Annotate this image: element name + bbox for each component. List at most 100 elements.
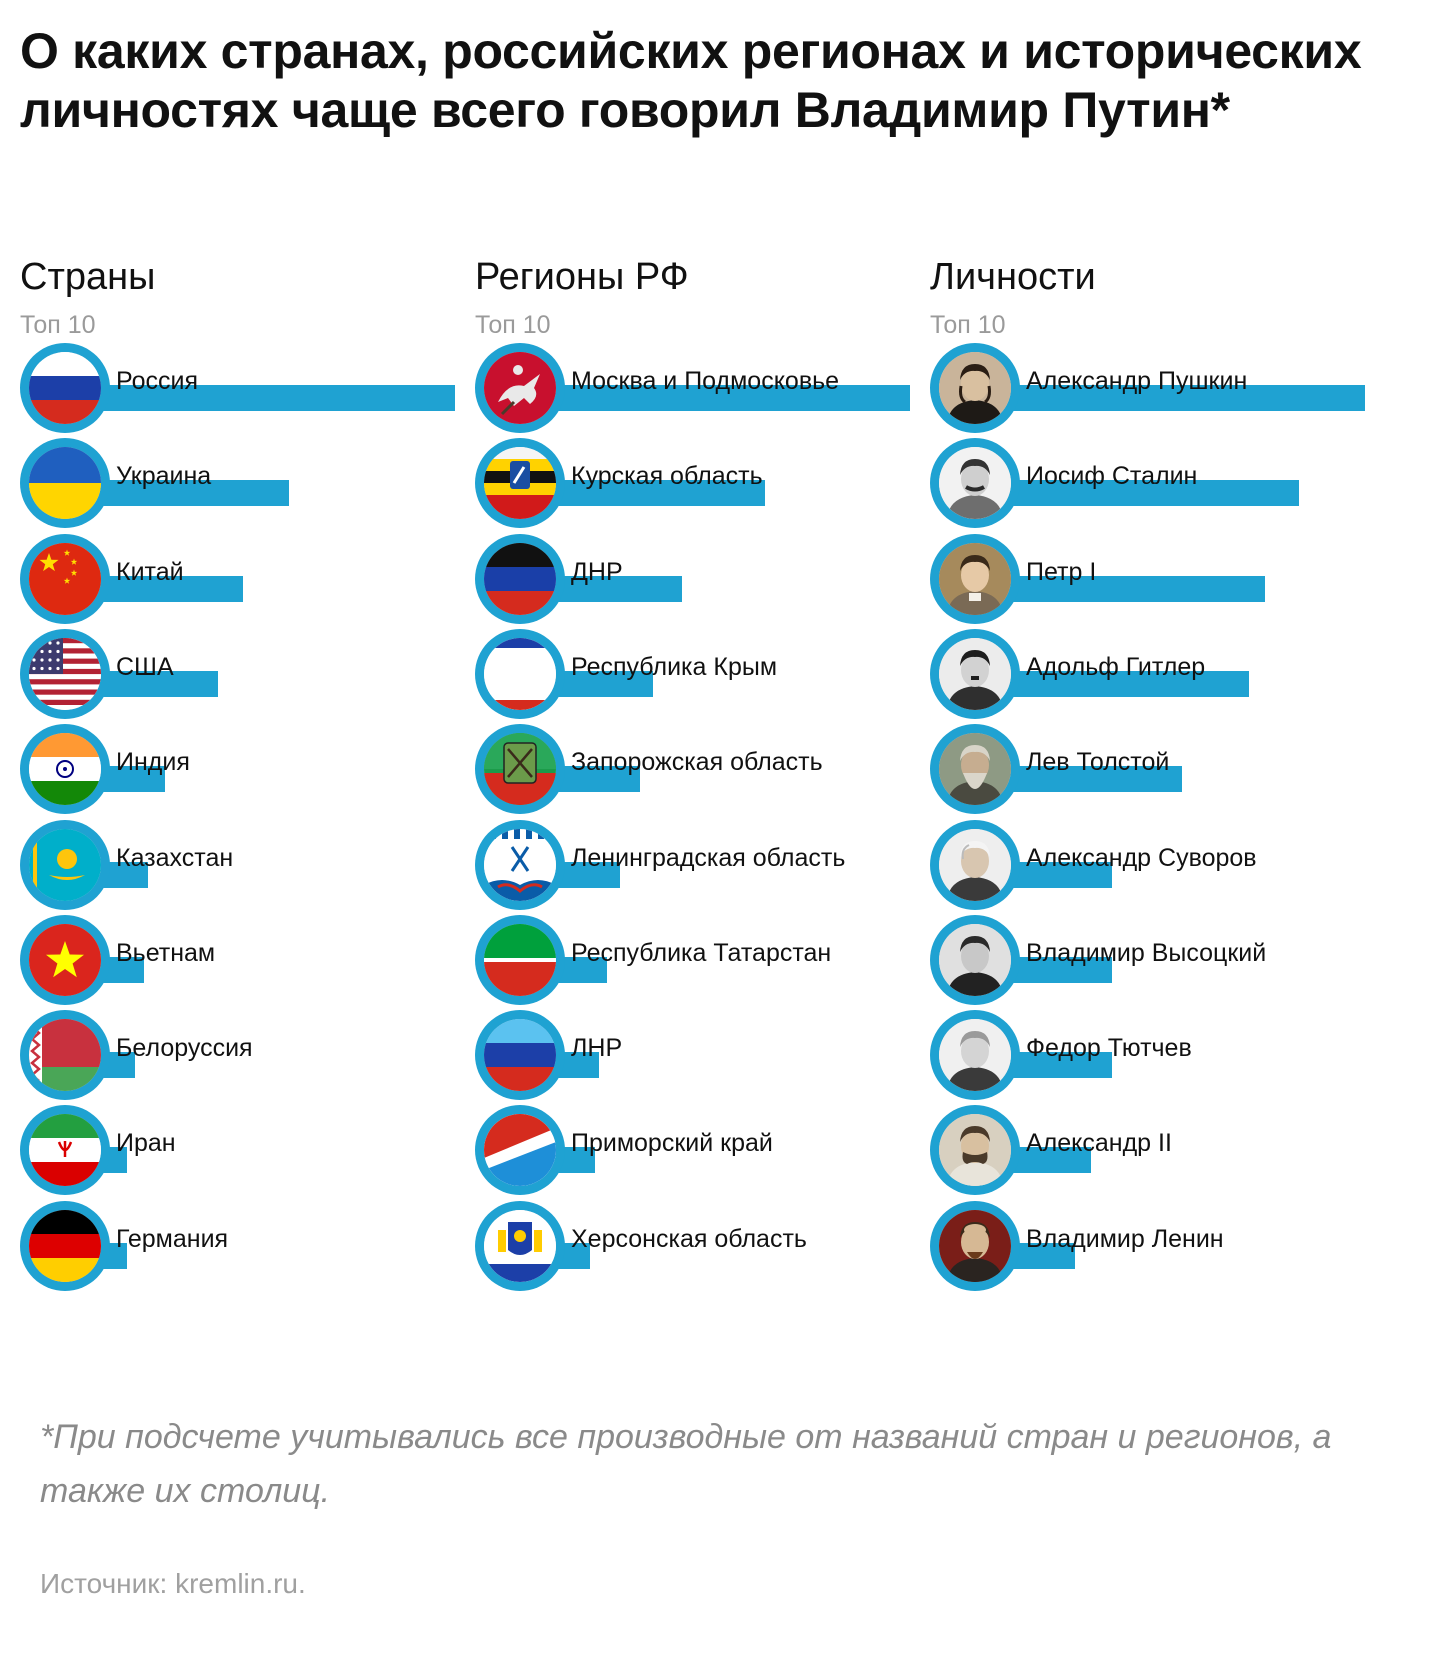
chart-row: Запорожская область (475, 724, 935, 815)
regions-panel: Регионы РФ Топ 10 Москва и Подмосковье Ку… (475, 0, 935, 1400)
chart-row: Херсонская область (475, 1200, 935, 1291)
countries-heading: Страны (20, 256, 156, 298)
tatarstan-flag-icon (484, 923, 556, 996)
icon-frame (475, 533, 565, 624)
countries-subheading: Топ 10 (20, 311, 96, 339)
chart-row: Ленинградская область (475, 819, 935, 910)
chart-row: Иосиф Сталин (930, 438, 1390, 529)
bar-label: Запорожская область (571, 748, 823, 777)
chart-row: ЛНР (475, 1010, 935, 1101)
icon-frame (930, 724, 1020, 815)
chart-row: Курская область (475, 438, 935, 529)
chart-row: Приморский край (475, 1105, 935, 1196)
footnote: *При подсчете учитывались все производны… (40, 1418, 1332, 1510)
kursk-flag-icon (484, 447, 556, 520)
chart-row: Владимир Высоцкий (930, 914, 1390, 1005)
icon-frame (20, 914, 110, 1005)
icon-frame (20, 438, 110, 529)
bar-label: Иран (116, 1129, 176, 1158)
bar-label: Иосиф Сталин (1026, 462, 1198, 491)
bar-label: Петр I (1026, 557, 1097, 586)
chart-row: Александр II (930, 1105, 1390, 1196)
icon-frame (930, 628, 1020, 719)
icon-frame (930, 438, 1020, 529)
icon-frame (475, 724, 565, 815)
icon-frame (475, 1105, 565, 1196)
regions-heading: Регионы РФ (475, 256, 689, 298)
pushkin-portrait-icon (939, 352, 1011, 424)
persons-heading: Личности (930, 256, 1096, 298)
kazakhstan-flag-icon (29, 828, 101, 901)
tyutchev-portrait-icon (939, 1019, 1011, 1092)
crimea-flag-icon (484, 637, 556, 710)
source-note: Источник: kremlin.ru. (40, 1568, 306, 1599)
russia-flag-icon (29, 352, 101, 424)
icon-frame (20, 724, 110, 815)
chart-row: Белоруссия (20, 1010, 480, 1101)
chart-row: Россия (20, 343, 480, 433)
icon-frame (930, 343, 1020, 433)
icon-frame (475, 914, 565, 1005)
bar-label: Адольф Гитлер (1026, 652, 1206, 681)
tolstoy-portrait-icon (939, 733, 1011, 806)
icon-frame (20, 343, 110, 433)
chart-row: Федор Тютчев (930, 1010, 1390, 1101)
icon-frame (930, 914, 1020, 1005)
chart-row: Владимир Ленин (930, 1200, 1390, 1291)
icon-frame (475, 438, 565, 529)
chart-row: Республика Крым (475, 628, 935, 719)
bar-label: Германия (116, 1224, 229, 1253)
icon-frame (930, 819, 1020, 910)
bar-label: Республика Татарстан (571, 938, 832, 967)
bar-label: Украина (116, 462, 212, 491)
icon-frame (20, 1105, 110, 1196)
hitler-portrait-icon (939, 637, 1011, 710)
icon-frame (475, 1010, 565, 1101)
icon-frame (475, 1200, 565, 1291)
suvorov-portrait-icon (939, 828, 1011, 901)
ukraine-flag-icon (29, 447, 101, 520)
bar-label: Херсонская область (571, 1224, 807, 1253)
chart-row: Индия (20, 724, 480, 815)
lnr-flag-icon (484, 1019, 556, 1092)
chart-row: Лев Толстой (930, 724, 1390, 815)
kherson-flag-icon (484, 1209, 556, 1282)
moscow-coat-of-arms-icon (484, 352, 556, 424)
bar-label: Курская область (571, 462, 763, 491)
chart-row: Москва и Подмосковье (475, 343, 935, 433)
icon-frame (475, 819, 565, 910)
icon-frame (20, 628, 110, 719)
china-flag-icon (29, 542, 101, 615)
peter-i-portrait-icon (939, 542, 1011, 615)
belarus-flag-icon (29, 1019, 101, 1092)
chart-row: Петр I (930, 533, 1390, 624)
iran-flag-icon (29, 1114, 101, 1187)
bar-label: Вьетнам (116, 938, 216, 967)
chart-row: Украина (20, 438, 480, 529)
stalin-portrait-icon (939, 447, 1011, 520)
icon-frame (475, 343, 565, 433)
bar-label: Россия (116, 367, 198, 395)
india-flag-icon (29, 733, 101, 806)
usa-flag-icon (29, 637, 101, 710)
persons-subheading: Топ 10 (930, 311, 1006, 339)
icon-frame (930, 1010, 1020, 1101)
chart-row: Вьетнам (20, 914, 480, 1005)
vietnam-flag-icon (29, 923, 101, 996)
bar-label: Владимир Высоцкий (1026, 938, 1267, 967)
chart-row: Китай (20, 533, 480, 624)
chart-row: Казахстан (20, 819, 480, 910)
bar-label: США (116, 652, 174, 681)
icon-frame (20, 533, 110, 624)
chart-row: Адольф Гитлер (930, 628, 1390, 719)
chart-row: Республика Татарстан (475, 914, 935, 1005)
icon-frame (20, 1010, 110, 1101)
zaporozhye-flag-icon (484, 733, 556, 806)
chart-row: ДНР (475, 533, 935, 624)
icon-frame (930, 533, 1020, 624)
bar-label: Китай (116, 557, 184, 586)
germany-flag-icon (29, 1209, 101, 1282)
bar-label: Александр II (1026, 1129, 1172, 1158)
bar-label: Александр Пушкин (1026, 367, 1248, 395)
bar-label: Ленинградская область (571, 843, 846, 872)
